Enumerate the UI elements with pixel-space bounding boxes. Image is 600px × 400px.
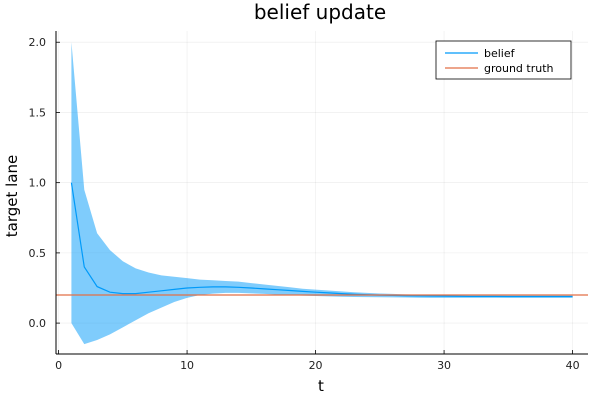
y-tick-label: 1.5 <box>29 106 47 119</box>
y-tick-label: 0.0 <box>29 317 47 330</box>
x-axis-label: t <box>318 377 324 395</box>
belief-line <box>70 182 573 298</box>
belief-confidence-band <box>71 42 573 345</box>
legend-box <box>435 40 572 80</box>
x-tick-label: 20 <box>309 359 323 372</box>
plot-area <box>56 42 588 345</box>
ticks: 0 10 20 30 40 0.0 0.5 1.0 1.5 2.0 <box>29 36 580 372</box>
legend-belief-label: belief <box>484 47 516 60</box>
x-tick-label: 40 <box>566 359 580 372</box>
x-tick-label: 0 <box>55 359 62 372</box>
y-tick-label: 0.5 <box>29 247 47 260</box>
legend-ground-truth-label: ground truth <box>484 62 554 75</box>
y-axis-label: target lane <box>3 155 21 237</box>
chart-title: belief update <box>254 0 386 24</box>
y-tick-label: 1.0 <box>29 177 47 190</box>
x-tick-label: 10 <box>180 359 194 372</box>
y-tick-label: 2.0 <box>29 36 47 49</box>
x-tick-label: 30 <box>437 359 451 372</box>
legend: belief ground truth <box>435 40 572 80</box>
axes <box>55 31 588 355</box>
